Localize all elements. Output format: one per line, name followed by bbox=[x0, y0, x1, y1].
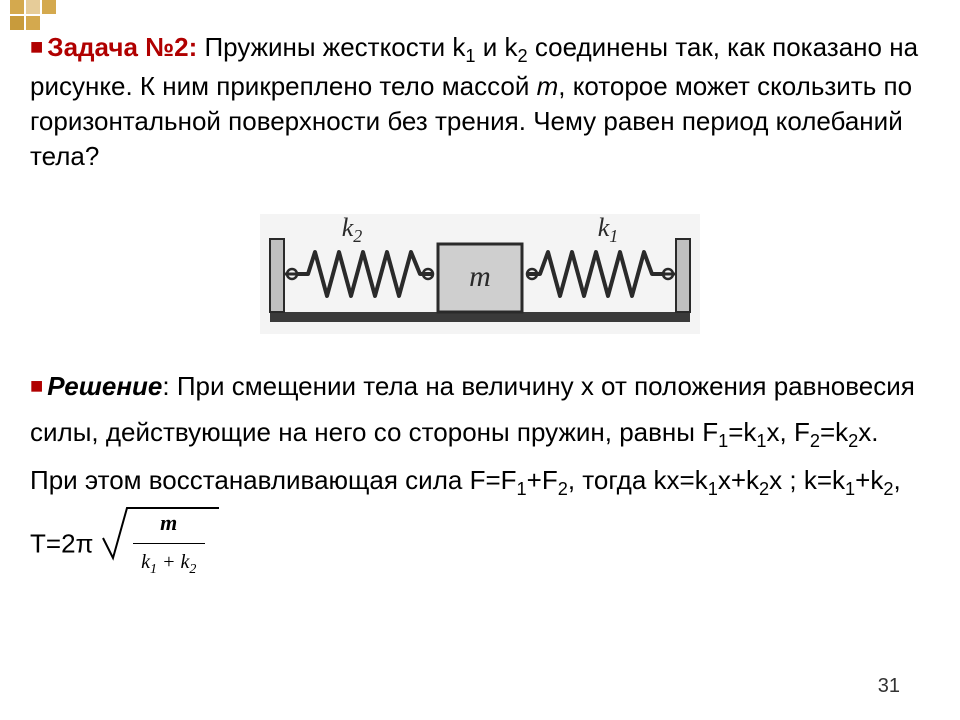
solution-title: Решение bbox=[47, 371, 162, 401]
fraction: m k1 + k2 bbox=[133, 504, 205, 583]
problem-statement: ■Задача №2: Пружины жесткости k1 и k2 со… bbox=[30, 30, 930, 174]
spring-diagram: m k2 k1 bbox=[30, 214, 930, 334]
k1-sub: 1 bbox=[465, 46, 475, 66]
page-number: 31 bbox=[878, 675, 900, 698]
solution-text: ■Решение: При смещении тела на величину … bbox=[30, 364, 930, 585]
diagram-svg: m k2 k1 bbox=[260, 214, 700, 334]
bullet-icon: ■ bbox=[30, 373, 43, 398]
mass-var: m bbox=[537, 71, 559, 101]
problem-text-2: и k bbox=[475, 32, 517, 62]
bullet-icon: ■ bbox=[30, 34, 43, 59]
problem-title: Задача №2: bbox=[47, 32, 197, 62]
problem-text-1: Пружины жесткости k bbox=[197, 32, 465, 62]
k2-sub: 2 bbox=[517, 46, 527, 66]
diagram-m-label: m bbox=[469, 260, 491, 293]
decor-squares bbox=[10, 0, 56, 30]
